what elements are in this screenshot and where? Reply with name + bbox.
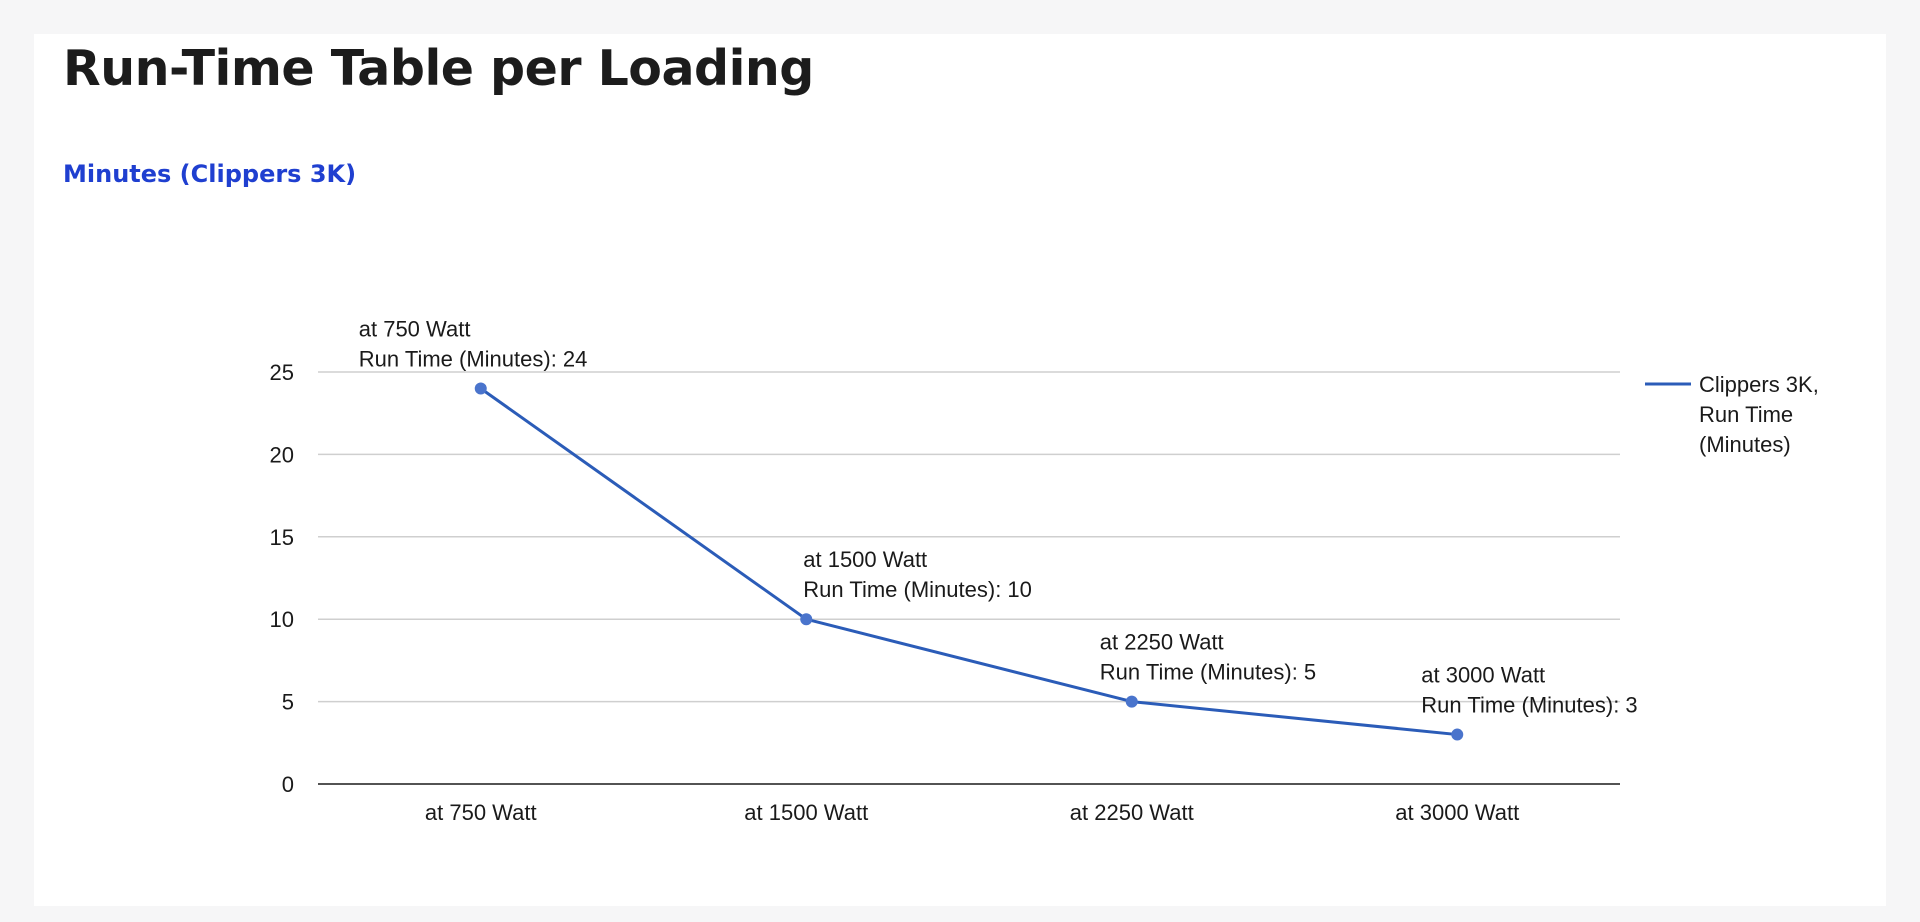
data-labels: at 750 Watt Run Time (Minutes): 24 at 1500… xyxy=(359,316,1638,717)
data-label-line: at 3000 Watt xyxy=(1421,663,1545,688)
x-tick-label: at 2250 Watt xyxy=(1070,800,1194,825)
legend-label: (Minutes) xyxy=(1699,432,1791,457)
data-point xyxy=(1125,695,1138,708)
data-label-line: Run Time (Minutes): 5 xyxy=(1100,660,1316,685)
x-tick-label: at 1500 Watt xyxy=(744,800,868,825)
data-point xyxy=(800,613,813,626)
axes: 0 5 10 15 20 25 at 750 Watt at 1500 Watt at 2250… xyxy=(270,360,1620,825)
y-tick-label: 10 xyxy=(270,607,294,632)
series-line xyxy=(479,387,1458,737)
data-label-line: at 1500 Watt xyxy=(803,547,927,572)
legend-label: Run Time xyxy=(1699,402,1793,427)
series xyxy=(474,382,1464,741)
x-tick-label: at 750 Watt xyxy=(425,800,537,825)
legend-label: Clippers 3K, xyxy=(1699,372,1819,397)
data-label-line: at 2250 Watt xyxy=(1100,630,1224,655)
data-label-line: at 750 Watt xyxy=(359,316,471,341)
data-point xyxy=(1451,728,1464,741)
legend: Clippers 3K, Run Time (Minutes) xyxy=(1645,372,1819,457)
chart-card xyxy=(34,34,1886,906)
data-point xyxy=(474,382,487,395)
data-label-line: Run Time (Minutes): 10 xyxy=(803,577,1032,602)
y-tick-label: 20 xyxy=(270,442,294,467)
y-tick-label: 15 xyxy=(270,525,294,550)
y-tick-label: 5 xyxy=(282,690,294,715)
data-label-line: Run Time (Minutes): 3 xyxy=(1421,693,1637,718)
page-title: Run-Time Table per Loading xyxy=(63,40,814,97)
data-label-line: Run Time (Minutes): 24 xyxy=(359,346,588,371)
y-tick-label: 0 xyxy=(282,772,294,797)
chart-subtitle: Minutes (Clippers 3K) xyxy=(63,160,357,188)
gridlines xyxy=(318,371,1620,703)
y-tick-label: 25 xyxy=(270,360,294,385)
x-tick-label: at 3000 Watt xyxy=(1395,800,1519,825)
